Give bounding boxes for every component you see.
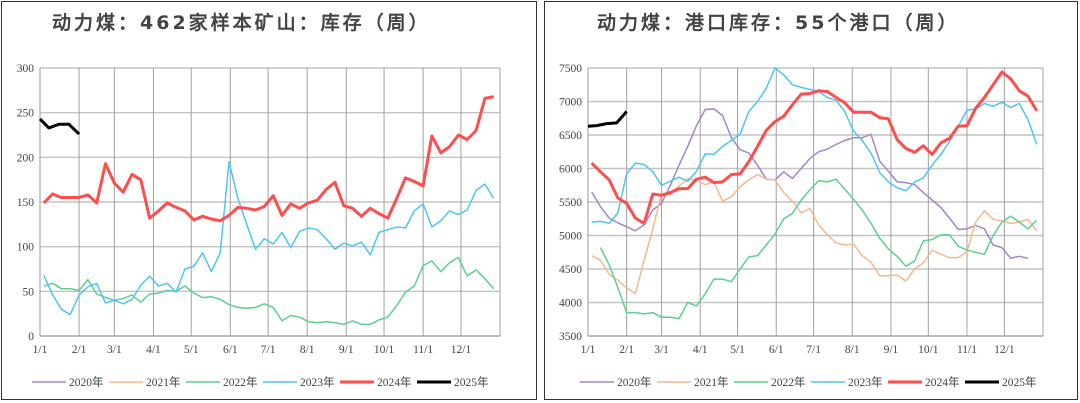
series-line-2023 [43, 161, 495, 316]
legend-label: 2024年 [925, 375, 960, 389]
x-tick-label: 1/1 [581, 344, 596, 356]
legend-label: 2021年 [694, 375, 729, 389]
x-tick-label: 11/1 [957, 344, 977, 356]
series-line-2020 [591, 108, 1029, 260]
legend-label: 2024年 [377, 375, 412, 389]
x-tick-label: 2/1 [619, 344, 634, 356]
x-tick-label: 10/1 [374, 344, 395, 356]
legend-label: 2021年 [146, 375, 181, 389]
x-tick-label: 9/1 [884, 344, 899, 356]
y-tick-label: 5000 [559, 231, 582, 243]
x-tick-label: 12/1 [451, 344, 472, 356]
mine-inventory-chart: 0 50 100 150 200 250 300 1/1 2/1 3/1 4/1 5/1 6/1 7/1 8… [17, 63, 501, 389]
y-tick-label: 4000 [559, 298, 582, 310]
x-tick-label: 5/1 [730, 344, 745, 356]
series-line-2021 [591, 173, 1038, 295]
series-line-2022 [599, 178, 1038, 320]
series-line-2025 [587, 110, 628, 128]
y-tick-label: 100 [17, 242, 35, 254]
y-tick-label: 0 [28, 331, 34, 343]
x-tick-label: 8/1 [300, 344, 315, 356]
series-line-2023 [591, 67, 1038, 225]
x-tick-label: 3/1 [654, 344, 669, 356]
y-tick-label: 4500 [559, 264, 582, 276]
series-line-2025 [38, 117, 81, 136]
legend-label: 2020年 [69, 375, 104, 389]
x-tick-label: 2/1 [72, 344, 87, 356]
y-tick-label: 6000 [559, 164, 582, 176]
legend-label: 2025年 [1002, 375, 1037, 389]
x-tick-label: 1/1 [33, 344, 48, 356]
x-tick-label: 8/1 [845, 344, 860, 356]
y-tick-label: 50 [23, 286, 35, 298]
series-line-2024 [42, 95, 495, 223]
series-line-2022 [43, 256, 495, 326]
y-tick-label: 6500 [559, 130, 582, 142]
chart-title: 动力煤：462家样本矿山：库存（周） [52, 12, 431, 34]
y-tick-label: 5500 [559, 197, 582, 209]
port-inventory-chart-panel: 动力煤：港口库存：55个港口（周） 3500 4000 4500 5000 5500 60… [544, 1, 1078, 400]
x-tick-label: 5/1 [184, 344, 199, 356]
legend-label: 2020年 [617, 375, 652, 389]
legend-label: 2023年 [300, 375, 335, 389]
y-tick-label: 7000 [559, 97, 582, 109]
y-tick-label: 250 [17, 108, 35, 120]
x-tick-label: 7/1 [806, 344, 821, 356]
x-tick-label: 12/1 [994, 344, 1015, 356]
mine-inventory-chart-panel: 动力煤：462家样本矿山：库存（周） 0 50 100 150 200 250 300 1/1… [1, 1, 537, 400]
chart-title: 动力煤：港口库存：55个港口（周） [597, 12, 960, 34]
y-tick-label: 150 [17, 197, 35, 209]
legend-label: 2023年 [848, 375, 883, 389]
x-tick-label: 6/1 [223, 344, 238, 356]
y-tick-label: 7500 [559, 63, 582, 75]
x-tick-label: 3/1 [107, 344, 122, 356]
x-tick-label: 7/1 [261, 344, 276, 356]
port-inventory-chart: 3500 4000 4500 5000 5500 6000 6500 7000 7500 1/1 2… [559, 63, 1044, 389]
legend-label: 2025年 [454, 375, 489, 389]
y-tick-label: 200 [17, 152, 35, 164]
x-tick-label: 6/1 [769, 344, 784, 356]
legend-label: 2022年 [223, 375, 258, 389]
x-tick-label: 4/1 [693, 344, 708, 356]
y-tick-label: 300 [17, 63, 35, 75]
x-tick-label: 10/1 [918, 344, 939, 356]
x-tick-label: 4/1 [146, 344, 161, 356]
legend-label: 2022年 [771, 375, 806, 389]
y-tick-label: 3500 [559, 331, 582, 343]
x-tick-label: 11/1 [413, 344, 433, 356]
x-tick-label: 9/1 [339, 344, 354, 356]
series-line-2024 [590, 70, 1039, 225]
